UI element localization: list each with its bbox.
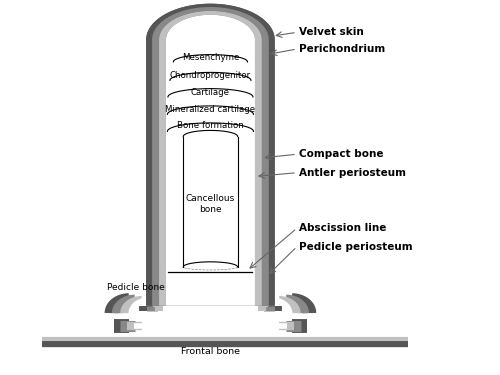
Text: Pedicle periosteum: Pedicle periosteum <box>300 242 413 252</box>
Text: Frontal bone: Frontal bone <box>181 347 240 356</box>
Polygon shape <box>146 4 274 306</box>
Text: Compact bone: Compact bone <box>300 149 384 159</box>
Text: Pedicle bone: Pedicle bone <box>108 283 165 292</box>
Text: Abscission line: Abscission line <box>300 223 387 233</box>
Text: Antler periosteum: Antler periosteum <box>300 168 406 178</box>
Polygon shape <box>166 15 255 306</box>
Text: Mineralized cartilage: Mineralized cartilage <box>166 105 256 114</box>
Polygon shape <box>152 7 269 306</box>
Polygon shape <box>159 11 262 306</box>
Text: Bone formation: Bone formation <box>177 121 244 130</box>
Text: Cancellous
bone: Cancellous bone <box>186 194 235 214</box>
Text: Cartilage: Cartilage <box>191 88 230 97</box>
Text: Chondroprogenitor: Chondroprogenitor <box>170 71 251 80</box>
Text: Velvet skin: Velvet skin <box>300 27 364 38</box>
Polygon shape <box>146 4 274 306</box>
Text: Mesenchyme: Mesenchyme <box>182 53 239 62</box>
Text: Perichondrium: Perichondrium <box>300 44 386 54</box>
